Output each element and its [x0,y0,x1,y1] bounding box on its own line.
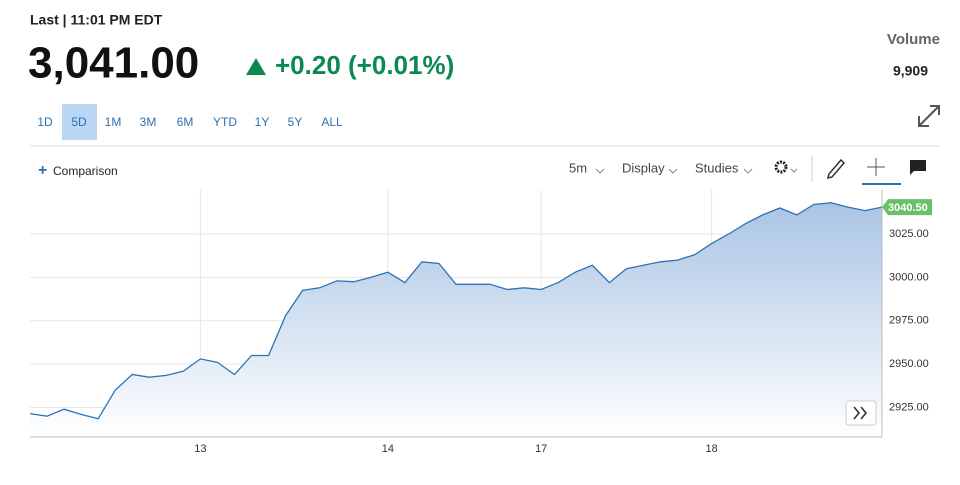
chevron [668,168,678,174]
x-tick-label: 18 [705,443,717,455]
range-button[interactable]: 5D [71,115,87,129]
range-button[interactable]: 1M [105,115,122,129]
scroll-button[interactable] [845,400,877,426]
change: +0.20 (+0.01%) [275,50,454,80]
plot: 13 14 17 18 2925.00 2950.00 2975.00 3000.00 3025… [29,190,932,455]
expand-icon[interactable] [918,105,940,127]
range-button[interactable]: 3M [140,115,157,129]
interval[interactable]: 5m [569,160,587,175]
range-button[interactable]: 1Y [255,115,270,129]
x-tick-label: 14 [382,443,394,455]
last-time: Last | 11:01 PM EDT [30,12,163,28]
crosshair-icon[interactable] [867,158,885,176]
range-button[interactable]: YTD [213,115,237,129]
price-tag-label: 3040.50 [888,202,928,214]
volume-label: Volume [887,31,940,48]
price-tag [882,199,932,216]
range-button[interactable]: ALL [321,115,343,129]
area [30,202,882,437]
chevron [595,168,605,174]
range-button[interactable]: 1D [37,115,53,129]
plus-icon[interactable]: + [38,162,47,179]
y-tick-label: 3025.00 [889,228,929,240]
studies[interactable]: Studies [695,160,739,175]
y-tick-label: 2950.00 [889,358,929,370]
line [29,202,883,420]
y-tick-label: 2925.00 [889,401,929,413]
y-tick-label: 2975.00 [889,315,929,327]
x-tick-label: 17 [535,443,547,455]
display[interactable]: Display [622,160,665,175]
settings-icon[interactable] [774,160,798,174]
comment-icon[interactable] [910,160,926,175]
up-arrow [246,58,266,75]
y-tick-label: 3000.00 [889,271,929,283]
range-button[interactable]: 5Y [288,115,303,129]
chevron [743,168,753,174]
price: 3,041.00 [28,39,199,88]
draw-icon[interactable] [826,158,846,180]
volume: 9,909 [893,63,928,79]
range-bar: 1D 5D 1M 3M 6M YTD 1Y 5Y ALL [37,104,343,140]
x-tick-label: 13 [194,443,206,455]
range-selected [62,104,97,140]
range-button[interactable]: 6M [177,115,194,129]
comparison[interactable]: Comparison [53,164,118,178]
